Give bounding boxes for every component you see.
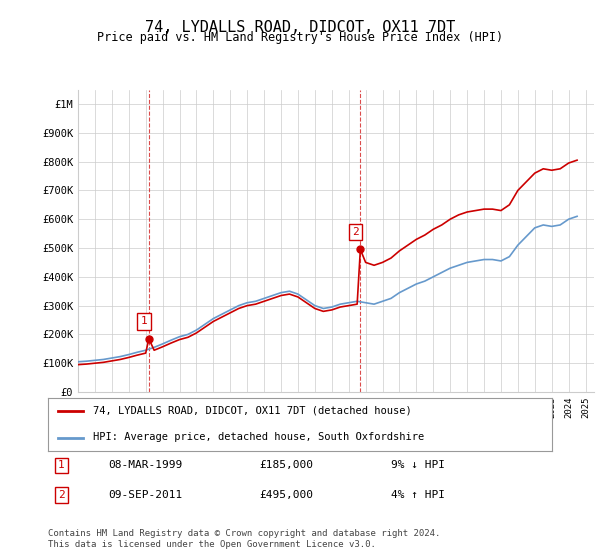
Text: Contains HM Land Registry data © Crown copyright and database right 2024.
This d: Contains HM Land Registry data © Crown c… [48,529,440,549]
Text: 1: 1 [140,316,147,326]
Text: HPI: Average price, detached house, South Oxfordshire: HPI: Average price, detached house, Sout… [94,432,425,442]
Text: Price paid vs. HM Land Registry's House Price Index (HPI): Price paid vs. HM Land Registry's House … [97,31,503,44]
Text: £495,000: £495,000 [260,490,314,500]
Text: 09-SEP-2011: 09-SEP-2011 [109,490,183,500]
Text: £185,000: £185,000 [260,460,314,470]
Text: 9% ↓ HPI: 9% ↓ HPI [391,460,445,470]
Text: 2: 2 [352,227,359,237]
Text: 74, LYDALLS ROAD, DIDCOT, OX11 7DT (detached house): 74, LYDALLS ROAD, DIDCOT, OX11 7DT (deta… [94,406,412,416]
Text: 2: 2 [58,490,65,500]
Text: 1: 1 [58,460,65,470]
Text: 08-MAR-1999: 08-MAR-1999 [109,460,183,470]
Text: 4% ↑ HPI: 4% ↑ HPI [391,490,445,500]
Text: 74, LYDALLS ROAD, DIDCOT, OX11 7DT: 74, LYDALLS ROAD, DIDCOT, OX11 7DT [145,20,455,35]
